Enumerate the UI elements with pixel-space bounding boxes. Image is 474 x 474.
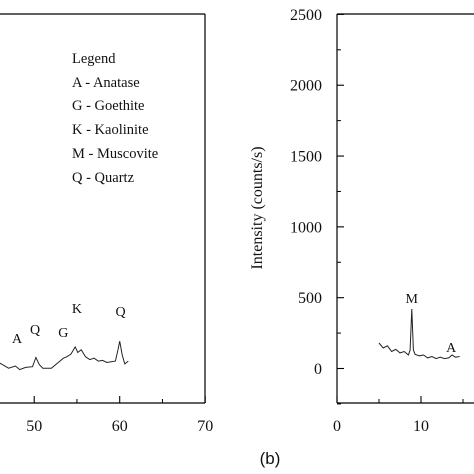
legend-entry: Q - Quartz (72, 170, 135, 186)
legend-entry: G - Goethite (72, 98, 144, 114)
legend-entry: M - Muscovite (72, 146, 158, 162)
panel-b-peak-label: A (446, 341, 457, 356)
legend-title: Legend (72, 51, 116, 67)
panel-b-series-line (378, 308, 460, 360)
panel-b-y-axis-label: Intensity (counts/s) (249, 146, 266, 269)
panel-b-y-tick-label: 1000 (290, 219, 322, 236)
panel-b-y-tick-label: 500 (298, 290, 322, 307)
panel-a-peak-label: Q (115, 305, 125, 320)
panel-a-peak-label: G (58, 326, 68, 341)
panel-a-peak-labels: KAQGKQ (12, 302, 126, 347)
panel-a-series (0, 341, 129, 371)
panel-a-x-tick-label: 50 (26, 418, 42, 435)
panel-b-series (378, 308, 460, 360)
legend: Legend A - Anatase G - Goethite K - Kaol… (72, 51, 158, 186)
panel-b-x-ticks: 0 10 (333, 396, 464, 435)
panel-b-y-ticks: 0 500 1000 1500 2000 2500 (290, 7, 344, 405)
panel-b-y-tick-label: 2000 (290, 78, 322, 95)
legend-entry: A - Anatase (72, 75, 140, 91)
panel-a-x-tick-label: 60 (112, 418, 128, 435)
legend-entry: K - Kaolinite (72, 122, 149, 138)
panel-a-x-ticks: 50 60 70 (26, 396, 213, 435)
panel-a-peak-label: A (12, 332, 23, 347)
panel-a-peak-label: K (72, 302, 82, 317)
panel-a-peak-label: Q (30, 323, 40, 338)
panel-b-peak-label: M (406, 292, 419, 307)
panel-b-caption: (b) (260, 449, 281, 468)
panel-a-x-tick-label: 70 (197, 418, 213, 435)
panel-b-peak-labels: MA (406, 292, 458, 356)
panel-b-x-tick-label: 0 (333, 418, 341, 435)
panel-b-y-tick-label: 1500 (290, 149, 322, 166)
panel-b-y-tick-label: 2500 (290, 7, 322, 24)
panel-b-y-tick-label: 0 (314, 361, 322, 378)
panel-a-series-line (0, 341, 129, 371)
panel-b-x-tick-label: 10 (413, 418, 429, 435)
